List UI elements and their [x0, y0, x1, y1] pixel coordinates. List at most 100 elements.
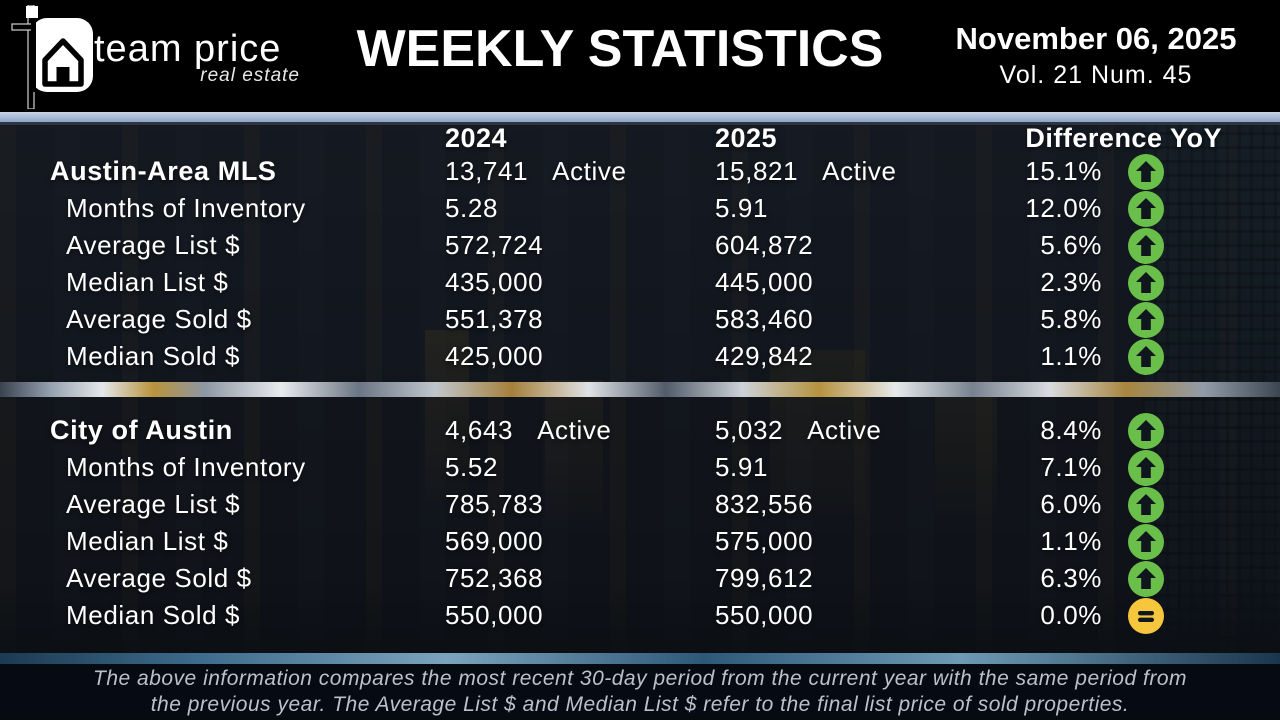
yoy-percent: 1.1% [1040, 341, 1102, 371]
table-row: Average List $ 572,724 604,872 5.6% [0, 227, 1280, 264]
value-text: 752,368 [445, 563, 544, 593]
trend-up-icon [1128, 264, 1164, 301]
value-text: 13,741 [445, 156, 529, 186]
column-header-2025: 2025 [715, 123, 778, 153]
value-text: 550,000 [715, 600, 814, 630]
value-text: 5,032 [715, 415, 784, 445]
value-2024: 425,000 [445, 341, 715, 372]
value-text: 785,783 [445, 489, 544, 519]
value-2024: 752,368 [445, 563, 715, 594]
table-row: City of Austin 4,643 Active 5,032 Active 8… [0, 412, 1280, 449]
yoy-percent: 7.1% [1040, 452, 1102, 482]
table-column-headers: 2024 2025 Difference YoY [0, 122, 1280, 155]
yoy-percent: 5.8% [1040, 304, 1102, 334]
header-bar: team price real estate WEEKLY STATISTICS… [0, 0, 1280, 112]
background-river-strip [0, 653, 1280, 664]
table-panel-city-of-austin [0, 397, 1280, 653]
footer-band [0, 664, 1280, 720]
value-text: 604,872 [715, 230, 814, 260]
trend-up-icon [1128, 412, 1164, 449]
sign-post-over-board [31, 18, 36, 92]
row-label: Average List $ [66, 230, 241, 260]
trend-up-icon [1128, 227, 1164, 264]
issue-date: November 06, 2025 [955, 21, 1237, 56]
table-row: Median List $ 569,000 575,000 1.1% [0, 523, 1280, 560]
value-2025: 550,000 [715, 600, 1005, 631]
value-text: 575,000 [715, 526, 814, 556]
row-label: Average Sold $ [66, 563, 252, 593]
column-header-2024: 2024 [445, 123, 508, 153]
value-2025: 5.91 [715, 193, 1005, 224]
value-text: 583,460 [715, 304, 814, 334]
team-price-logo-icon [11, 5, 93, 109]
row-label: Median Sold $ [66, 600, 241, 630]
row-label: Median Sold $ [66, 341, 241, 371]
trend-up-icon [1128, 449, 1164, 486]
yoy-percent: 2.3% [1040, 267, 1102, 297]
page-title: WEEKLY STATISTICS [356, 20, 884, 78]
house-door [56, 67, 70, 84]
unit-text: Active [822, 156, 897, 186]
value-text: 5.52 [445, 452, 499, 482]
yoy-percent: 8.4% [1040, 415, 1102, 445]
value-text: 799,612 [715, 563, 814, 593]
house-icon [42, 38, 84, 87]
value-2024: 551,378 [445, 304, 715, 335]
value-text: 5.28 [445, 193, 499, 223]
value-text: 551,378 [445, 304, 544, 334]
value-2025: 445,000 [715, 267, 1005, 298]
brand-subtitle: real estate [200, 65, 300, 86]
value-text: 429,842 [715, 341, 814, 371]
row-label: Average Sold $ [66, 304, 252, 334]
yoy-percent: 6.0% [1040, 489, 1102, 519]
trend-up-icon [1128, 486, 1164, 523]
section-austin-area-mls: Austin-Area MLS 13,741 Active 15,821 Activ… [0, 153, 1280, 375]
value-2025: 799,612 [715, 563, 1005, 594]
value-2025: 583,460 [715, 304, 1005, 335]
yoy-percent: 5.6% [1040, 230, 1102, 260]
background-sunlit-strip [0, 382, 1280, 397]
table-row: Median List $ 435,000 445,000 2.3% [0, 264, 1280, 301]
value-2024: 4,643 Active [445, 415, 715, 446]
trend-equal-icon [1128, 597, 1164, 634]
trend-up-icon [1128, 338, 1164, 375]
table-row: Austin-Area MLS 13,741 Active 15,821 Activ… [0, 153, 1280, 190]
value-2025: 604,872 [715, 230, 1005, 261]
value-2024: 572,724 [445, 230, 715, 261]
trend-up-icon [1128, 301, 1164, 338]
table-row: Median Sold $ 550,000 550,000 0.0% [0, 597, 1280, 634]
value-2025: 5,032 Active [715, 415, 1005, 446]
row-label: Median List $ [66, 526, 229, 556]
row-label: Austin-Area MLS [50, 156, 277, 186]
value-2024: 435,000 [445, 267, 715, 298]
disclaimer-line-1: The above information compares the most … [93, 667, 1187, 690]
value-text: 5.91 [715, 193, 769, 223]
brand-block: team price real estate [94, 28, 300, 87]
value-text: 5.91 [715, 452, 769, 482]
yoy-percent: 12.0% [1025, 193, 1102, 223]
disclaimer-text: The above information compares the most … [0, 666, 1280, 718]
trend-up-icon [1128, 523, 1164, 560]
value-text: 832,556 [715, 489, 814, 519]
yoy-percent: 1.1% [1040, 526, 1102, 556]
value-2024: 13,741 Active [445, 156, 715, 187]
value-text: 425,000 [445, 341, 544, 371]
sign-post-cap [26, 6, 38, 18]
value-2025: 832,556 [715, 489, 1005, 520]
value-2024: 5.28 [445, 193, 715, 224]
value-2024: 785,783 [445, 489, 715, 520]
value-text: 435,000 [445, 267, 544, 297]
row-label: Months of Inventory [66, 193, 306, 223]
value-2025: 5.91 [715, 452, 1005, 483]
disclaimer-line-2: the previous year. The Average List $ an… [150, 693, 1130, 716]
section-city-of-austin: City of Austin 4,643 Active 5,032 Active 8… [0, 412, 1280, 634]
unit-text: Active [552, 156, 627, 186]
trend-up-icon [1128, 190, 1164, 227]
table-row: Median Sold $ 425,000 429,842 1.1% [0, 338, 1280, 375]
row-label: Average List $ [66, 489, 241, 519]
yoy-percent: 15.1% [1025, 156, 1102, 186]
value-text: 15,821 [715, 156, 799, 186]
table-row: Average List $ 785,783 832,556 6.0% [0, 486, 1280, 523]
date-block: November 06, 2025 Vol. 21 Num. 45 [920, 21, 1272, 90]
row-label: Median List $ [66, 267, 229, 297]
